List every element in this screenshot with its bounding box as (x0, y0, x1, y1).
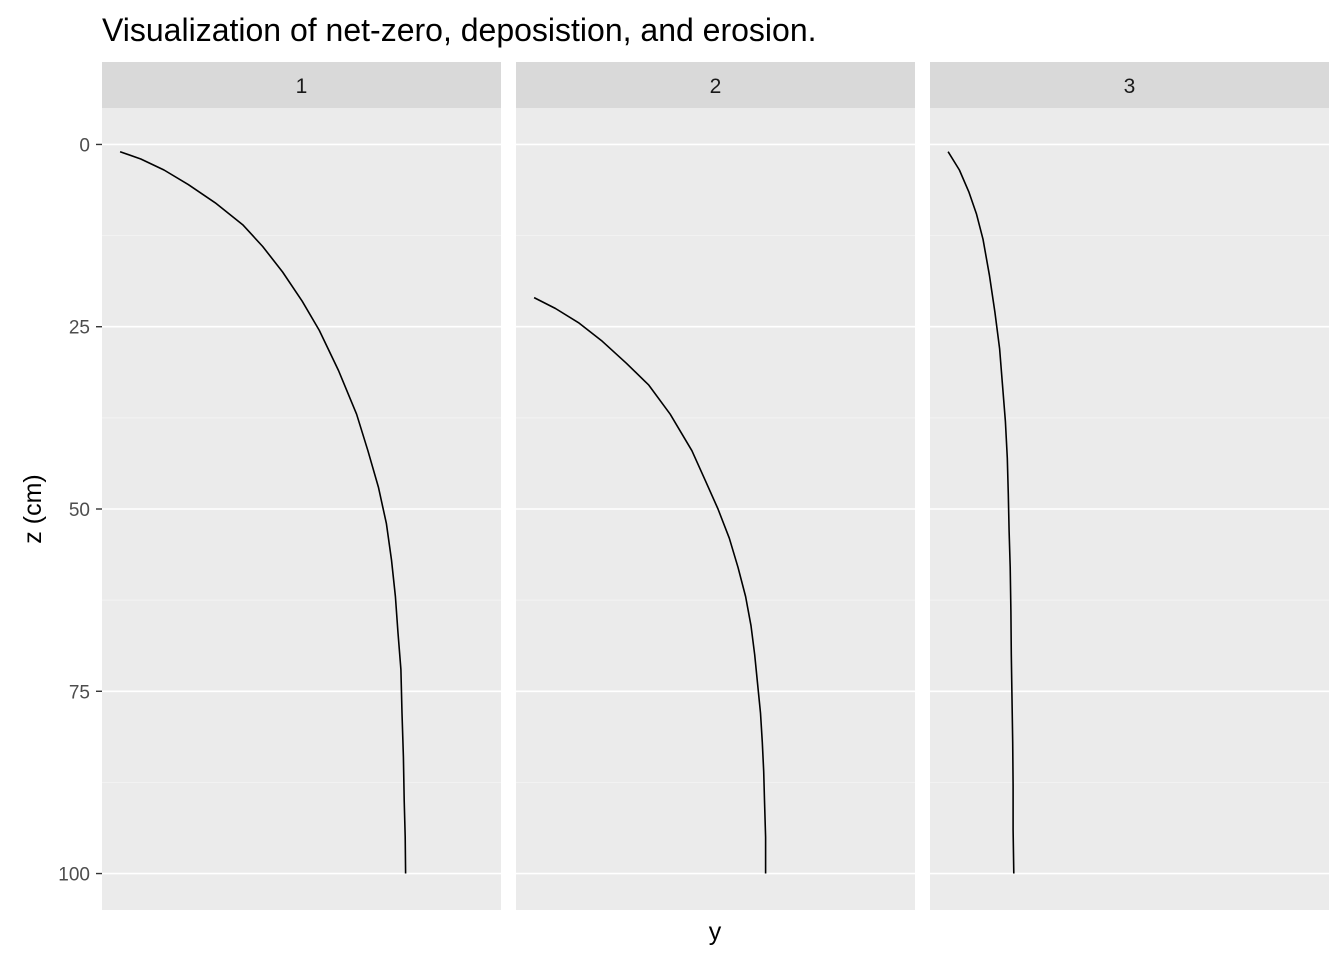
y-tick-label: 50 (69, 500, 90, 521)
y-tick-label: 25 (69, 318, 90, 339)
y-axis-title: z (cm) (19, 474, 47, 543)
x-axis-title: y (709, 918, 722, 946)
y-tick-label: 75 (69, 682, 90, 703)
facet-strip (102, 62, 501, 108)
series-line-panel-3 (947, 151, 1015, 874)
facet-strip-label: 1 (296, 75, 308, 98)
series-line-panel-1 (119, 150, 407, 874)
series-line-panel-2 (533, 296, 767, 874)
facet-strip (516, 62, 915, 108)
facet-panels: 1 2 3 (102, 62, 1329, 910)
facet-strip-label: 2 (710, 75, 722, 98)
y-tick-label: 0 (79, 135, 90, 156)
facet-panel-1: 1 (102, 62, 501, 910)
facet-panel-2: 2 (516, 62, 915, 910)
chart-title: Visualization of net-zero, deposistion, … (102, 12, 817, 48)
facet-strip-label: 3 (1124, 75, 1136, 98)
facet-strip (930, 62, 1329, 108)
y-axis: 0 25 50 75 100 (58, 135, 102, 886)
y-tick-label: 100 (58, 865, 90, 886)
facet-panel-3: 3 (930, 62, 1329, 910)
